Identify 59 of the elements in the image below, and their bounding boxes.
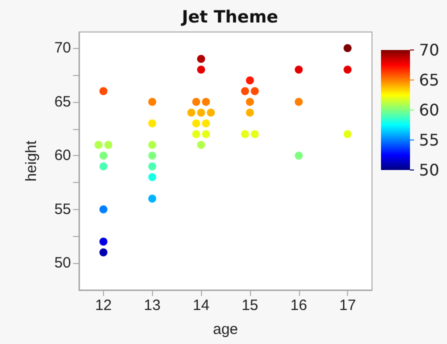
point: [241, 87, 250, 96]
point: [246, 76, 254, 84]
point: [99, 238, 108, 246]
point: [99, 87, 108, 96]
chart-title: Jet Theme: [180, 8, 278, 28]
color-bar-label: 70: [419, 40, 440, 60]
point: [294, 152, 303, 160]
point: [148, 119, 156, 128]
point: [99, 162, 108, 170]
point: [192, 98, 200, 106]
point: [344, 44, 352, 52]
y-tick-label: 70: [54, 40, 71, 57]
point: [148, 194, 156, 203]
point: [197, 66, 206, 74]
x-axis-title: age: [212, 321, 238, 338]
y-tick-label: 65: [54, 93, 71, 110]
point: [202, 119, 210, 128]
y-axis-title: height: [23, 140, 40, 182]
point: [192, 130, 200, 138]
point: [148, 140, 156, 149]
point: [206, 108, 215, 117]
point: [192, 119, 200, 128]
point: [344, 66, 352, 74]
x-tick-label: 13: [144, 297, 161, 314]
x-tick-label: 12: [95, 297, 112, 314]
point: [99, 248, 108, 256]
x-tick-label: 15: [242, 297, 258, 314]
point: [250, 87, 259, 96]
point: [246, 98, 254, 106]
y-tick-label: 60: [54, 147, 71, 164]
point: [197, 108, 206, 117]
color-bar-label: 65: [419, 70, 440, 90]
point: [99, 205, 108, 214]
point: [148, 173, 156, 182]
y-tick-label: 55: [54, 200, 71, 218]
point: [202, 98, 210, 106]
y-tick-label: 50: [54, 254, 71, 272]
point: [202, 130, 210, 138]
point: [197, 54, 206, 63]
color-bar-label: 50: [419, 160, 440, 180]
point: [99, 152, 108, 160]
point: [148, 98, 156, 106]
point: [294, 66, 303, 74]
point: [197, 140, 206, 149]
point: [241, 130, 250, 138]
point: [187, 108, 196, 117]
color-bar-label: 55: [419, 130, 440, 150]
x-tick-label: 17: [339, 297, 356, 314]
point: [344, 130, 352, 138]
color-bar-label: 60: [419, 100, 440, 120]
point: [250, 130, 259, 138]
x-tick-label: 16: [290, 297, 308, 314]
x-tick-label: 14: [192, 297, 210, 314]
point: [246, 108, 254, 117]
point: [148, 152, 156, 160]
point: [94, 140, 103, 149]
point: [294, 98, 303, 106]
point: [148, 162, 156, 170]
point: [104, 140, 112, 149]
